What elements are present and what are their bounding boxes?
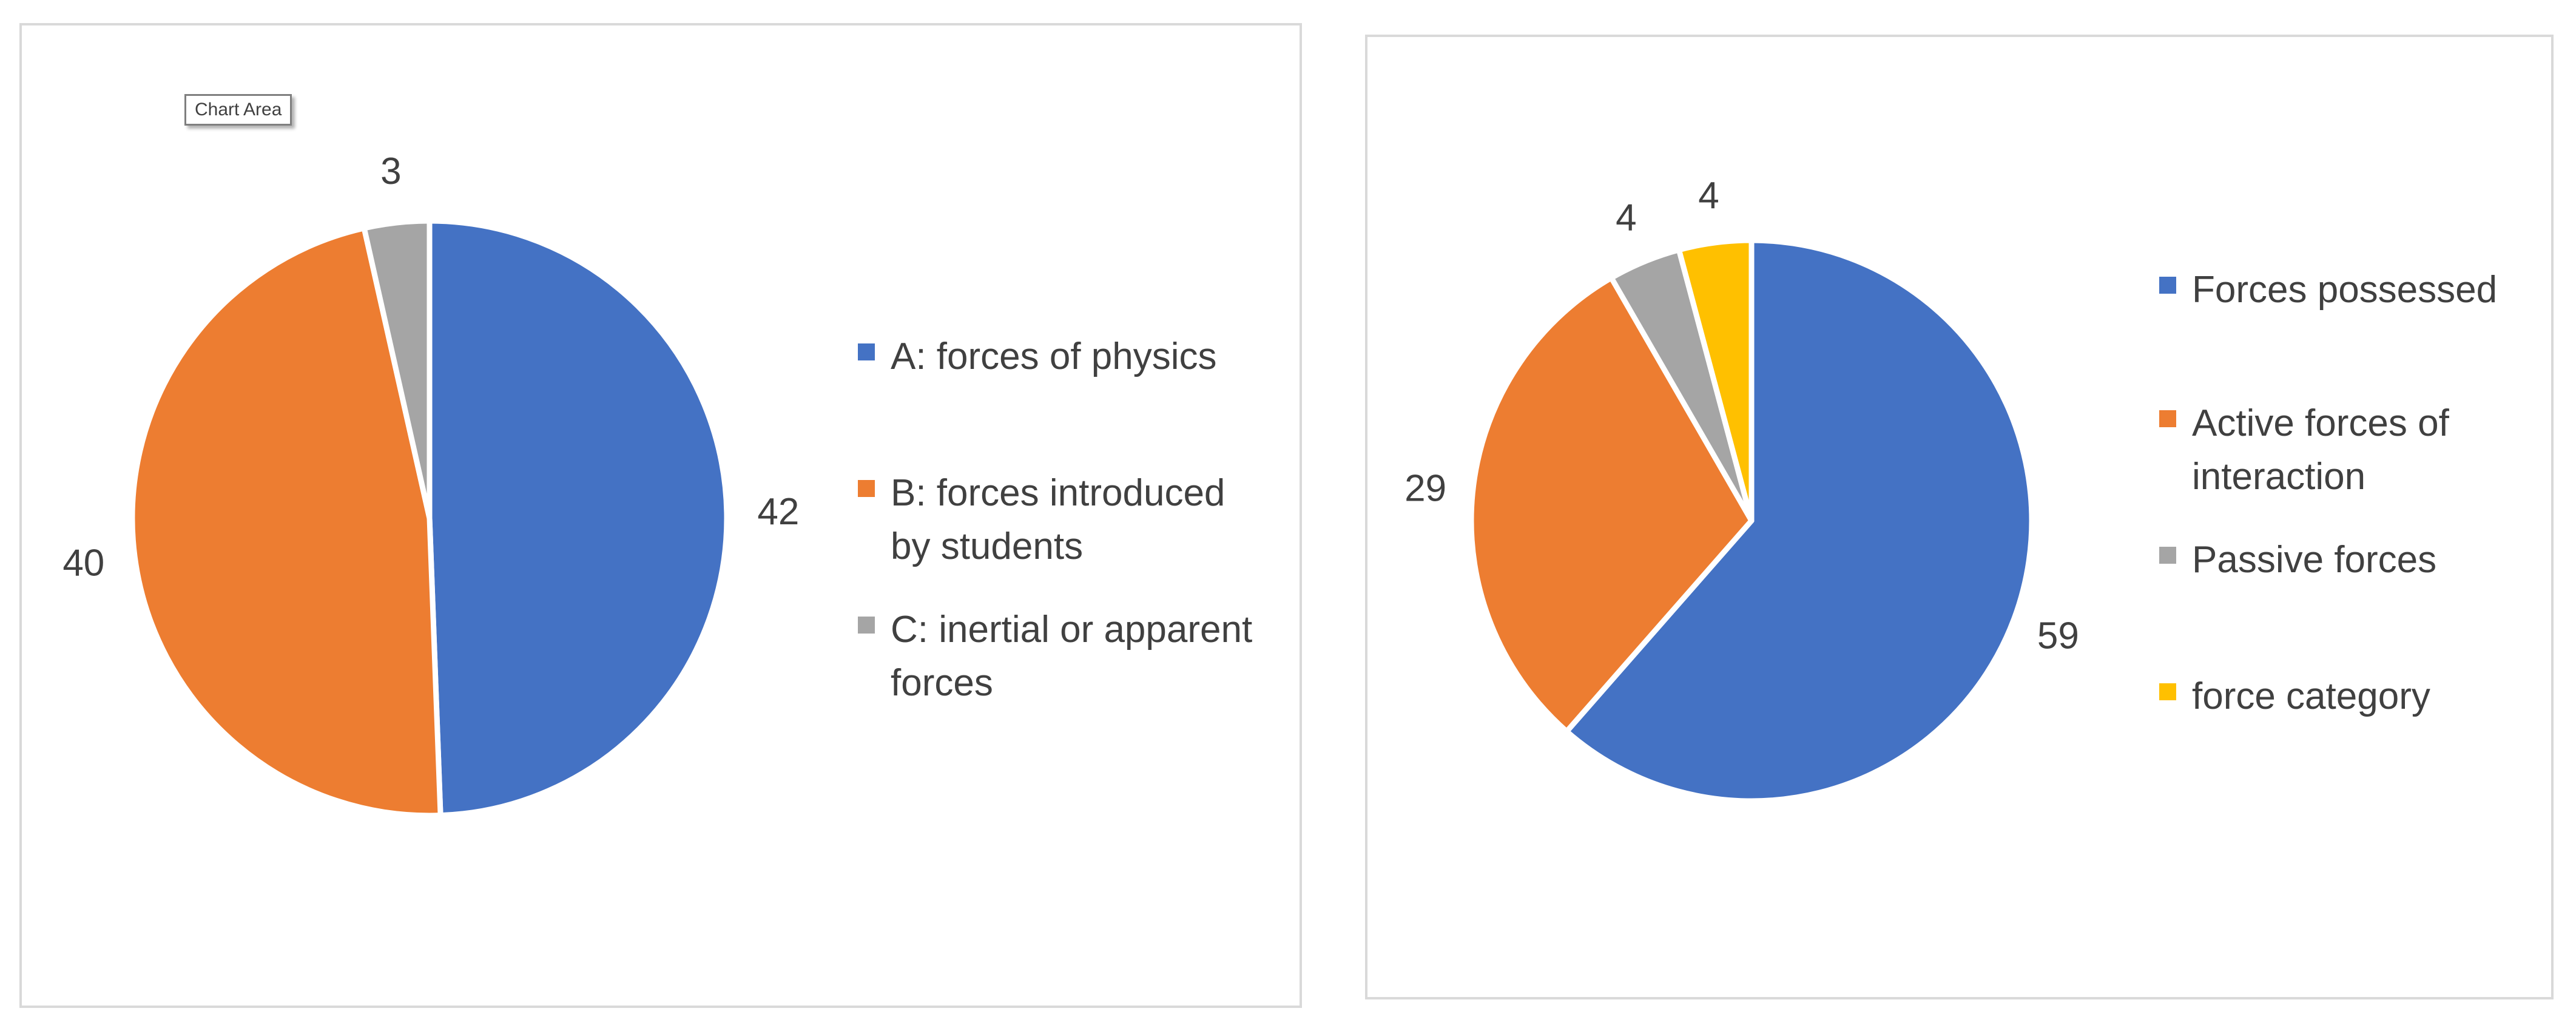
legend-label: B: forces introduced by students [891, 472, 1226, 567]
data-label-c-inertial-or-apparent-forces: 3 [380, 150, 401, 192]
pie-slice-forces-possessed[interactable] [1563, 237, 2035, 804]
chart-area-tooltip: Chart Area [184, 94, 292, 126]
legend-item-active-forces-of-interaction[interactable]: Active forces of interaction [2159, 397, 2541, 504]
pie-slice-a-forces-of-physics[interactable] [427, 218, 730, 819]
legend-item-forces-possessed[interactable]: Forces possessed [2159, 263, 2541, 317]
legend-swatch-c-inertial-or-apparent-forces [858, 617, 875, 634]
legend-item-force-category[interactable]: force category [2159, 670, 2541, 723]
data-label-a-forces-of-physics: 42 [757, 491, 799, 533]
legend-item-a-forces-of-physics[interactable]: A: forces of physics [858, 330, 1270, 384]
chart-area-forces-by-type[interactable]: 42 40 3 Chart Area A: forces of physics B: … [19, 23, 1302, 1008]
legend-swatch-a-forces-of-physics [858, 343, 875, 360]
legend-swatch-passive-forces [2159, 547, 2176, 564]
legend-swatch-force-category [2159, 683, 2176, 700]
legend-label: Passive forces [2192, 539, 2437, 581]
chart-area-forces-by-category[interactable]: 59 29 4 4 Forces possessed Active forces of … [1365, 35, 2554, 999]
legend-label: A: forces of physics [891, 336, 1217, 377]
pie-slice-active-forces-of-interaction[interactable] [1468, 275, 1755, 734]
legend-item-passive-forces[interactable]: Passive forces [2159, 533, 2541, 587]
data-label-active-forces-of-interaction: 29 [1404, 468, 1446, 510]
pie-chart-forces-by-category: 59 29 4 4 [1404, 175, 2079, 804]
legend-label: Active forces of interaction [2192, 402, 2449, 498]
pie-slice-c-inertial-or-apparent-forces[interactable] [361, 218, 433, 521]
legend-label: C: inertial or apparent forces [891, 609, 1253, 704]
legend-swatch-forces-possessed [2159, 277, 2176, 294]
pie-chart-forces-by-type: 42 40 3 [62, 150, 799, 819]
legend-label: force category [2192, 675, 2430, 717]
legend-item-c-inertial-or-apparent-forces[interactable]: C: inertial or apparent forces [858, 603, 1270, 710]
pie-slice-b-forces-introduced-by-students[interactable] [129, 225, 443, 819]
data-label-b-forces-introduced-by-students: 40 [62, 543, 104, 584]
data-label-forces-possessed: 59 [2037, 615, 2079, 657]
pie-slice-force-category[interactable] [1676, 237, 1755, 524]
legend-item-b-forces-introduced-by-students[interactable]: B: forces introduced by students [858, 467, 1270, 573]
legend-swatch-active-forces-of-interaction [2159, 410, 2176, 427]
data-label-passive-forces: 4 [1616, 197, 1636, 239]
data-label-force-category: 4 [1698, 175, 1719, 217]
legend-swatch-b-forces-introduced-by-students [858, 480, 875, 497]
legend-label: Forces possessed [2192, 269, 2498, 311]
